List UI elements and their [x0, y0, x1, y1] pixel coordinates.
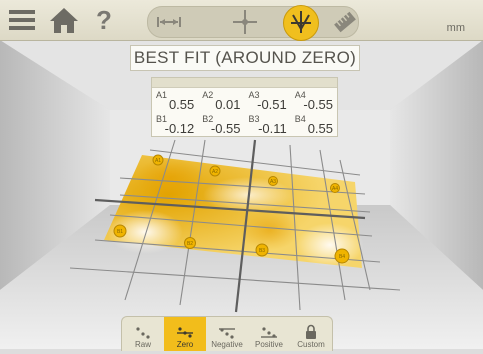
negative-button[interactable]: Negative	[206, 317, 248, 351]
values-table-header	[152, 78, 337, 88]
point-label-A1: A1	[155, 158, 161, 164]
crosshair-target-icon[interactable]	[228, 5, 262, 39]
point-label-A4: A4	[332, 186, 338, 192]
value-number: 0.01	[215, 97, 241, 112]
measure-distance-icon[interactable]	[152, 5, 186, 39]
point-label-B2: B2	[187, 241, 193, 247]
value-number: 0.55	[307, 121, 333, 136]
positive-label: Positive	[254, 340, 283, 349]
value-number: -0.12	[164, 121, 195, 136]
value-cell: A3 -0.51	[245, 90, 291, 112]
zero-button[interactable]: Zero	[164, 317, 206, 351]
values-table: A1 0.55 A2 0.01 A3 -0.51 A4 -0.55 B1 -0.12 B2…	[151, 77, 338, 137]
right-wall	[390, 40, 483, 290]
svg-text:A1: A1	[155, 158, 161, 164]
zero-label: Zero	[176, 340, 194, 349]
lock-icon	[306, 324, 316, 339]
values-row-a: A1 0.55 A2 0.01 A3 -0.51 A4 -0.55	[152, 88, 337, 112]
surface-axes	[94, 139, 366, 313]
value-label: B3	[248, 114, 260, 124]
point-label-A3: A3	[270, 179, 276, 185]
value-number: -0.51	[257, 97, 287, 112]
top-toolbar: ? mm	[0, 0, 483, 41]
point-label-B3: B3	[259, 248, 265, 254]
svg-text:A3: A3	[270, 179, 276, 185]
ceiling	[0, 40, 483, 110]
page-title: BEST FIT (AROUND ZERO)	[130, 45, 360, 71]
flatness-surface	[104, 155, 364, 268]
values-row-b: B1 -0.12 B2 -0.55 B3 -0.11 B4 0.55	[152, 112, 337, 136]
value-label: A2	[202, 90, 214, 100]
value-label: B1	[156, 114, 168, 124]
positive-button[interactable]: Positive	[248, 317, 290, 351]
value-label: A4	[294, 90, 306, 100]
svg-text:B3: B3	[259, 248, 265, 254]
flatness-icon[interactable]	[283, 5, 319, 41]
value-number: -0.11	[258, 121, 287, 136]
home-icon[interactable]	[48, 4, 80, 36]
raw-icon	[136, 327, 150, 339]
reference-mode-bar: Raw Zero Negative Positive Custom	[121, 316, 333, 351]
svg-text:B1: B1	[117, 229, 123, 235]
surface-grid	[69, 139, 401, 311]
negative-icon	[219, 328, 235, 339]
custom-button[interactable]: Custom	[290, 317, 332, 351]
measure-points[interactable]: A1 A2 A3 A4 B1 B2 B3 B4	[113, 154, 350, 264]
left-wall	[0, 40, 110, 290]
value-cell: B4 0.55	[291, 114, 337, 136]
point-label-A2: A2	[212, 169, 218, 175]
unit-label: mm	[446, 22, 465, 34]
mode-selector	[147, 5, 362, 41]
value-cell: A2 0.01	[198, 90, 244, 112]
value-cell: B2 -0.55	[198, 114, 244, 136]
ruler-icon[interactable]	[328, 5, 362, 39]
point-label-B1: B1	[117, 229, 123, 235]
negative-label: Negative	[211, 340, 243, 349]
svg-text:B2: B2	[187, 241, 193, 247]
raw-button[interactable]: Raw	[122, 317, 164, 351]
value-cell: B1 -0.12	[152, 114, 198, 136]
svg-text:A4: A4	[332, 186, 338, 192]
svg-text:A2: A2	[212, 169, 218, 175]
custom-label: Custom	[297, 340, 325, 349]
menu-icon[interactable]	[6, 4, 38, 36]
value-number: 0.55	[168, 97, 195, 112]
value-cell: B3 -0.11	[245, 114, 291, 136]
svg-text:B4: B4	[339, 254, 345, 260]
zero-icon	[177, 327, 193, 338]
value-cell: A1 0.55	[152, 90, 198, 112]
help-icon[interactable]: ?	[96, 4, 112, 35]
value-label: B4	[294, 114, 306, 124]
raw-label: Raw	[134, 340, 151, 349]
positive-icon	[261, 327, 277, 338]
value-cell: A4 -0.55	[291, 90, 337, 112]
value-number: -0.55	[210, 121, 241, 136]
value-label: B2	[202, 114, 214, 124]
point-label-B4: B4	[339, 254, 345, 260]
value-label: A3	[248, 90, 260, 100]
value-label: A1	[156, 90, 168, 100]
value-number: -0.55	[303, 97, 333, 112]
